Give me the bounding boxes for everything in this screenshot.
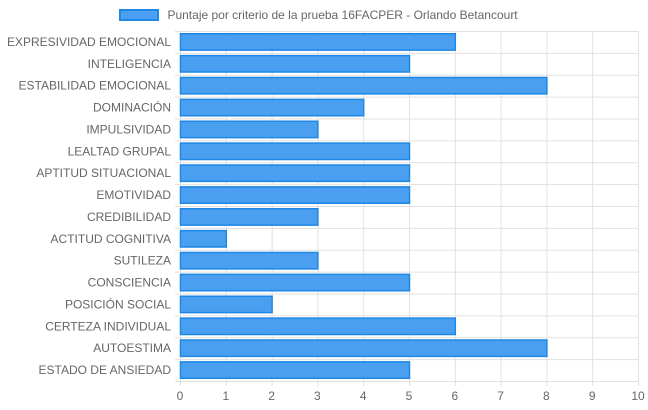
bar[interactable]	[179, 142, 411, 161]
y-tick-label: ESTABILIDAD EMOCIONAL	[19, 79, 172, 93]
bar[interactable]	[179, 164, 411, 183]
y-tick-label: CONSCIENCIA	[88, 276, 171, 290]
bar[interactable]	[179, 186, 411, 205]
x-tick-label: 0	[177, 389, 184, 403]
y-tick-label: CREDIBILIDAD	[87, 210, 171, 224]
y-tick-label: POSICIÓN SOCIAL	[65, 296, 171, 311]
bar[interactable]	[179, 317, 457, 336]
legend-label[interactable]: Puntaje por criterio de la prueba 16FACP…	[167, 7, 518, 22]
bar[interactable]	[179, 207, 319, 226]
y-tick-label: SUTILEZA	[114, 254, 171, 268]
bar[interactable]	[179, 76, 548, 95]
bar[interactable]	[179, 32, 457, 51]
y-tick-label: CERTEZA INDIVIDUAL	[45, 319, 171, 333]
x-tick-label: 1	[222, 389, 229, 403]
x-tick-label: 9	[589, 389, 596, 403]
bar[interactable]	[179, 339, 548, 358]
y-tick-label: ESTADO DE ANSIEDAD	[39, 363, 172, 377]
bar[interactable]	[179, 98, 365, 117]
bar[interactable]	[179, 251, 319, 270]
chart-legend: Puntaje por criterio de la prueba 16FACP…	[119, 6, 518, 24]
x-tick-label: 6	[451, 389, 458, 403]
legend-swatch[interactable]	[119, 8, 159, 21]
x-tick-label: 7	[497, 389, 504, 403]
x-tick-label: 5	[406, 389, 413, 403]
x-tick-label: 4	[360, 389, 367, 403]
bar[interactable]	[179, 54, 411, 73]
y-tick-label: LEALTAD GRUPAL	[68, 144, 172, 158]
x-tick-label: 2	[268, 389, 275, 403]
x-tick-label: 3	[314, 389, 321, 403]
bar[interactable]	[179, 361, 411, 380]
y-tick-label: AUTOESTIMA	[93, 341, 171, 355]
y-tick-label: APTITUD SITUACIONAL	[36, 166, 171, 180]
y-tick-label: EMOTIVIDAD	[96, 188, 171, 202]
bar[interactable]	[179, 273, 411, 292]
x-tick-label: 10	[631, 389, 645, 403]
y-tick-label: EXPRESIVIDAD EMOCIONAL	[7, 35, 171, 49]
y-tick-label: DOMINACIÓN	[93, 100, 171, 115]
y-tick-label: ACTITUD COGNITIVA	[51, 232, 171, 246]
bar[interactable]	[179, 120, 319, 139]
y-tick-label: INTELIGENCIA	[88, 57, 171, 71]
y-tick-label: IMPULSIVIDAD	[86, 122, 171, 136]
bar[interactable]	[179, 229, 228, 248]
x-tick-label: 8	[543, 389, 550, 403]
bar[interactable]	[179, 295, 273, 314]
